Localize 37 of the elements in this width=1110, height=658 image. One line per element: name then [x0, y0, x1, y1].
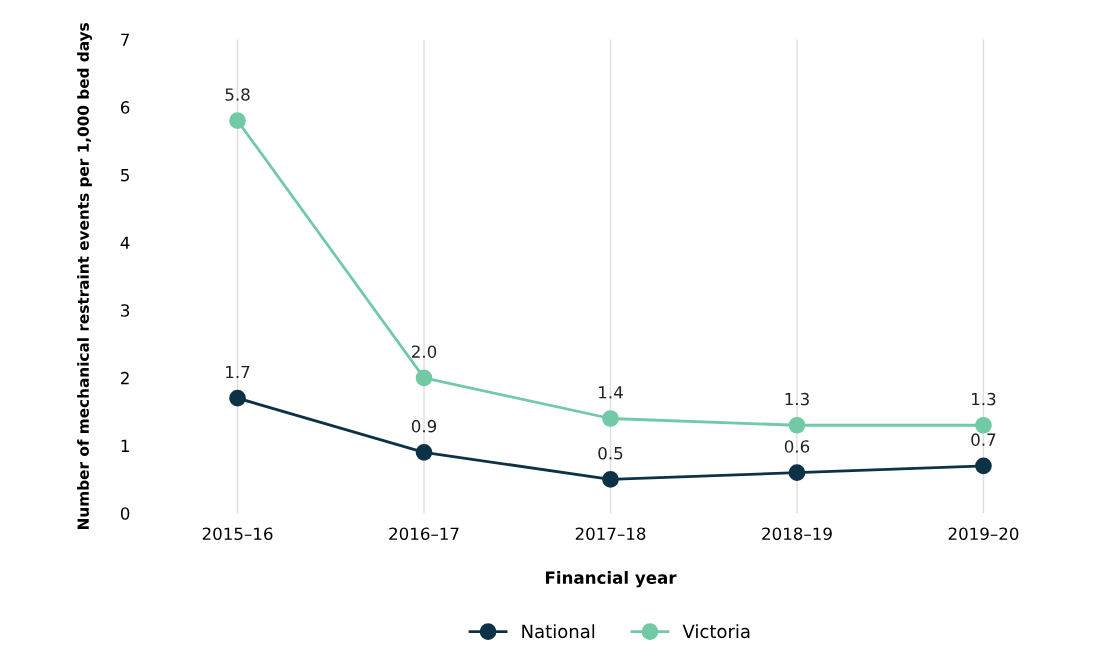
y-tick-label: 6: [120, 101, 130, 114]
point: [229, 112, 246, 130]
x-tick-label: 2016–17: [389, 527, 459, 541]
point: [602, 471, 619, 488]
y-tick-label: 2: [121, 371, 129, 385]
y-tick-label: 1: [121, 439, 129, 452]
data-label: 0.6: [784, 440, 810, 453]
y-tick-label: 7: [121, 33, 129, 46]
point: [415, 369, 433, 387]
point: [788, 416, 806, 434]
point: [602, 410, 619, 427]
x-tick-label: 2017–18: [575, 527, 646, 541]
legend-label: National: [522, 624, 595, 639]
data-label: 0.7: [971, 433, 996, 446]
point: [229, 389, 246, 407]
y-tick-label: 5: [121, 169, 129, 182]
data-label: 1.7: [226, 365, 250, 379]
y-axis-title: Number of mechanical restraint events per 1,000 bed days: [77, 23, 93, 529]
data-label: 1.3: [972, 392, 996, 406]
y-tick-label: 0: [120, 507, 130, 520]
x-tick-label: 2019–20: [948, 527, 1019, 541]
point: [415, 443, 433, 461]
data-label: 2.0: [411, 345, 437, 358]
x-axis-title: Financial year: [546, 571, 677, 588]
x-tick-label: 2015–16: [202, 527, 273, 541]
x-tick-label: 2018–19: [762, 527, 832, 541]
y-tick-label: 3: [121, 304, 130, 317]
data-label: 5.8: [225, 88, 250, 101]
y-tick-label: 4: [120, 236, 130, 249]
point: [975, 416, 992, 434]
data-label: 1.3: [785, 392, 809, 406]
data-label: 1.4: [599, 386, 623, 399]
data-label: 0.9: [411, 419, 437, 433]
point: [975, 457, 992, 475]
legend-label: Victoria: [682, 624, 750, 639]
data-label: 0.5: [598, 446, 623, 460]
point: [788, 464, 806, 481]
